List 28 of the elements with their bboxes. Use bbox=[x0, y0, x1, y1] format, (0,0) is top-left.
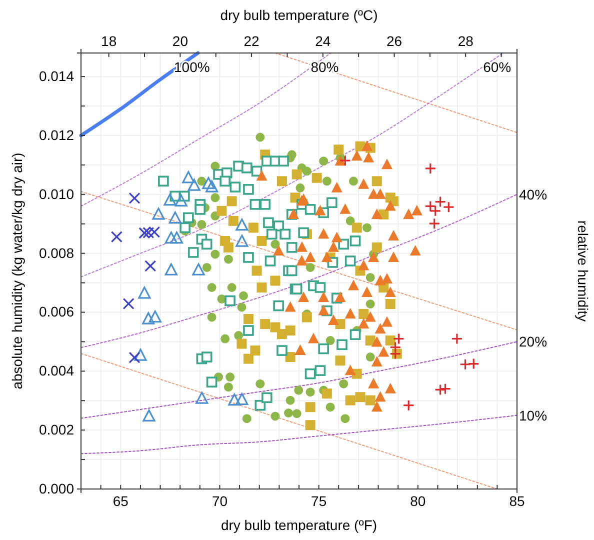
y-axis-title: absolute humidity (kg water/kg dry air) bbox=[9, 152, 25, 390]
x2-tick-label: 22 bbox=[244, 33, 260, 49]
y-tick-label: 0.006 bbox=[38, 304, 74, 320]
x-tick-label: 65 bbox=[112, 492, 129, 509]
y-tick-label: 0.000 bbox=[38, 480, 74, 496]
x2-tick-label: 26 bbox=[386, 33, 402, 49]
x-axis-title: dry bulb temperature (ºF) bbox=[220, 517, 378, 533]
series-label: 20% bbox=[519, 334, 548, 350]
x2-axis-title: dry bulb temperature (ºC) bbox=[220, 7, 378, 23]
y-tick-label: 0.010 bbox=[38, 186, 74, 202]
x2-tick-label: 28 bbox=[458, 33, 474, 49]
y-tick-label: 0.008 bbox=[38, 244, 74, 261]
y2-axis-title: relative humidity bbox=[575, 220, 591, 322]
y-tick-label: 0.004 bbox=[38, 362, 74, 379]
x-tick-label: 75 bbox=[311, 492, 327, 509]
series-label: 60% bbox=[483, 59, 512, 75]
x2-tick-label: 24 bbox=[315, 33, 331, 49]
x-tick-label: 70 bbox=[212, 492, 228, 509]
x2-tick-label: 18 bbox=[101, 33, 117, 49]
x-tick-label: 80 bbox=[410, 492, 426, 509]
x2-tick-label: 20 bbox=[172, 33, 188, 49]
series-label: 40% bbox=[519, 186, 548, 202]
series-label: 80% bbox=[310, 59, 339, 75]
y-tick-label: 0.012 bbox=[38, 126, 74, 143]
y-tick-label: 0.014 bbox=[38, 68, 74, 84]
series-label: 10% bbox=[519, 407, 548, 424]
y-tick-label: 0.002 bbox=[38, 422, 74, 438]
x-tick-label: 85 bbox=[509, 492, 525, 509]
